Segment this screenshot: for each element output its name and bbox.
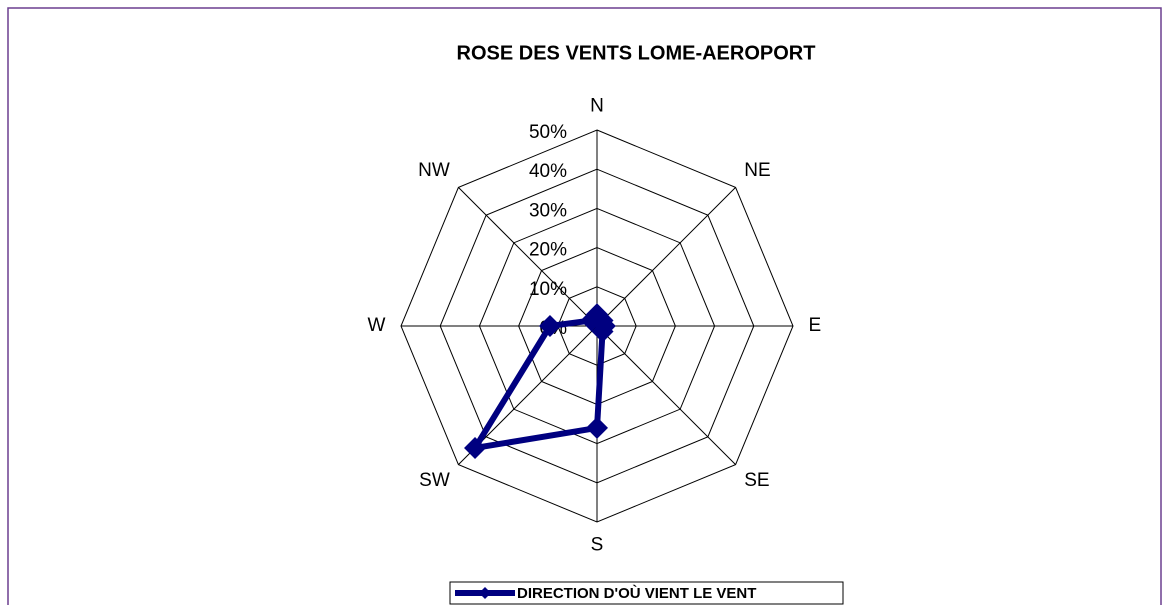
category-label: S [591, 535, 604, 556]
category-label: SW [419, 470, 450, 491]
legend-marker [479, 587, 491, 599]
data-point [538, 315, 561, 337]
data-point [464, 436, 487, 459]
category-label: NE [744, 160, 770, 181]
r-tick-label: 10% [529, 279, 567, 300]
category-label: W [368, 315, 386, 336]
grid-ring [557, 286, 637, 366]
grid-ring [478, 207, 716, 445]
r-tick-label: 20% [529, 240, 567, 261]
r-tick-label: 50% [529, 122, 567, 143]
data-point [580, 309, 603, 332]
r-tick-label: 40% [529, 161, 567, 182]
legend-box [449, 581, 844, 605]
grid-ring [400, 129, 794, 523]
chart-title: ROSE DES VENTS LOME-AEROPORT [457, 42, 816, 64]
grid-ring [439, 168, 755, 484]
chart-frame [7, 7, 1162, 605]
category-label: E [809, 315, 822, 336]
spoke [596, 325, 736, 465]
category-label: NW [418, 160, 450, 181]
spoke [458, 187, 598, 327]
data-point [586, 416, 608, 439]
r-tick-label: 30% [529, 200, 567, 221]
spoke [596, 187, 736, 327]
legend-label: DIRECTION D'OÙ VIENT LE VENT [517, 584, 756, 602]
data-point [591, 320, 614, 343]
category-label: N [590, 95, 604, 116]
category-label: SE [744, 470, 769, 491]
